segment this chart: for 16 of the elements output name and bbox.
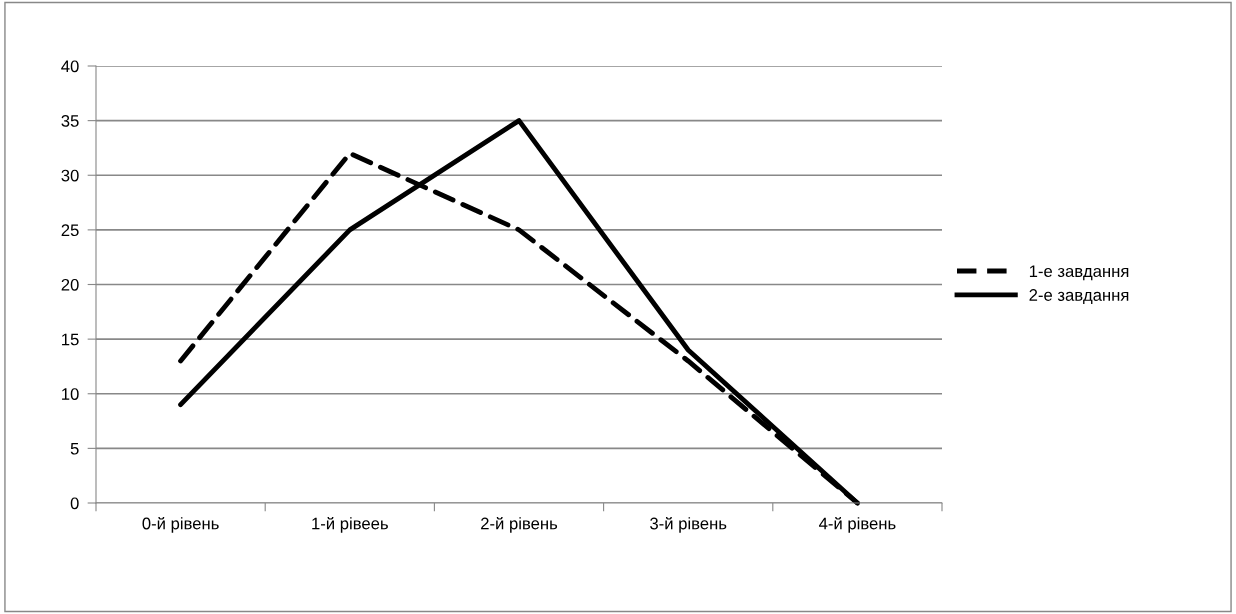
- legend-label: 2-е завдання: [1029, 289, 1129, 305]
- y-tick-label: 20: [61, 278, 79, 291]
- y-tick-label: 30: [61, 169, 79, 182]
- y-tick-label: 0: [70, 497, 79, 510]
- x-tick-label: 2-й рівень: [481, 516, 558, 533]
- x-tick-label: 4-й рівень: [819, 516, 896, 533]
- y-tick-label: 35: [61, 115, 79, 127]
- legend-label: 1-е завдання: [1029, 265, 1129, 281]
- y-tick-label: 15: [62, 333, 79, 346]
- y-tick-label: 5: [70, 442, 79, 455]
- y-tick-label: 10: [62, 388, 79, 400]
- x-tick-label: 3-й рівень: [650, 516, 727, 533]
- x-tick-label: 1-й рівееь: [312, 516, 388, 533]
- y-tick-label: 25: [61, 224, 79, 237]
- y-tick-label: 40: [61, 60, 79, 73]
- x-tick-label: 0-й рівень: [142, 516, 219, 533]
